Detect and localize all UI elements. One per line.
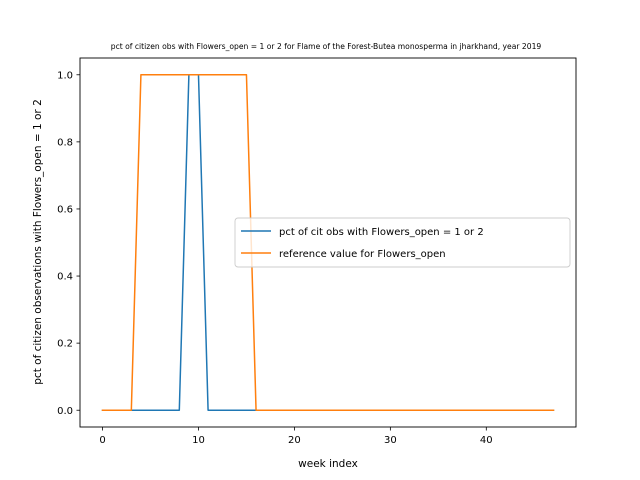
y-tick-label: 0.6: [57, 205, 73, 216]
x-tick-label: 20: [288, 435, 301, 446]
y-tick-label: 0.0: [57, 406, 73, 417]
x-tick-label: 10: [192, 435, 205, 446]
x-tick-label: 30: [384, 435, 397, 446]
y-tick-label: 0.2: [57, 339, 73, 350]
y-tick-label: 0.8: [57, 137, 73, 148]
series-layer: [101, 74, 555, 411]
y-tick-label: 1.0: [57, 70, 73, 81]
chart-title: pct of citizen obs with Flowers_open = 1…: [111, 42, 542, 51]
y-axis-label: pct of citizen observations with Flowers…: [32, 99, 44, 384]
x-axis: 0 10 20 30 40: [99, 427, 493, 446]
legend-label-reference: reference value for Flowers_open: [279, 249, 446, 260]
legend: pct of cit obs with Flowers_open = 1 or …: [234, 217, 571, 268]
series-line-1: [101, 74, 555, 411]
y-tick-label: 0.4: [57, 272, 73, 283]
legend-box: [234, 217, 571, 268]
legend-label-cit-obs: pct of cit obs with Flowers_open = 1 or …: [279, 227, 484, 238]
y-axis: 0.0 0.2 0.4 0.6 0.8 1.0: [57, 70, 80, 417]
x-tick-label: 0: [99, 435, 105, 446]
plot-frame: [79, 57, 577, 428]
x-axis-label: week index: [298, 458, 358, 470]
x-tick-label: 40: [480, 435, 493, 446]
